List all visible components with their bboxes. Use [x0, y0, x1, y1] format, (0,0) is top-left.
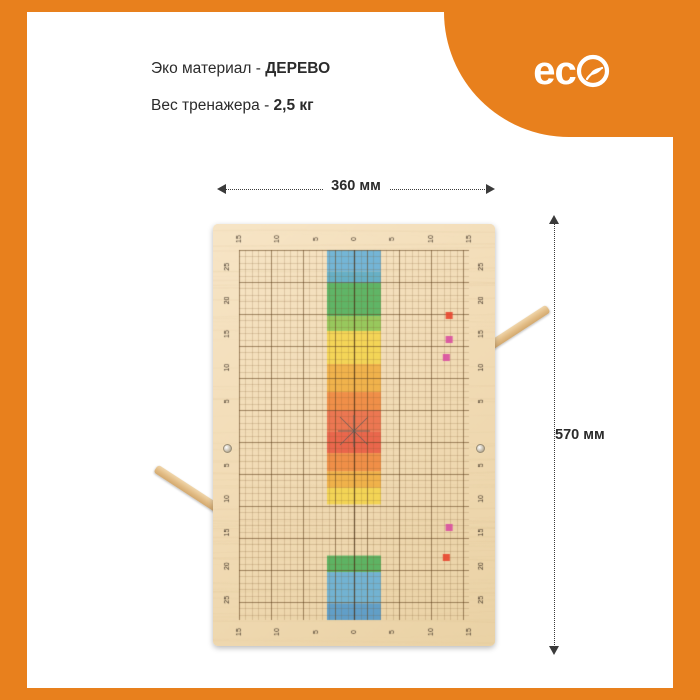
info-material-value: ДЕРЕВО: [265, 60, 330, 77]
dimension-height-label: 570 мм: [555, 421, 605, 449]
frame-border-left: [0, 0, 27, 700]
info-line-weight: Вес тренажера - 2,5 кг: [151, 97, 451, 115]
board-surface: [213, 224, 495, 646]
arrow-right-icon: [486, 184, 495, 194]
white-content-card: ec Эко материал - ДЕРЕВО Вес тренажера -…: [27, 12, 673, 688]
eco-logo: ec: [533, 51, 610, 91]
info-line-material: Эко материал - ДЕРЕВО: [151, 60, 451, 78]
eco-brand-badge: ec: [444, 12, 673, 137]
info-weight-label: Вес тренажера -: [151, 97, 274, 114]
dimension-height: 570 мм: [543, 215, 567, 655]
leaf-icon: [576, 54, 610, 88]
info-weight-value: 2,5 кг: [274, 97, 314, 114]
frame-border-top: [0, 0, 700, 12]
frame-border-right: [673, 0, 700, 700]
wooden-training-board: [213, 224, 495, 646]
dimension-width: 360 мм: [217, 178, 495, 202]
arrow-down-icon: [549, 646, 559, 655]
screw-right-icon: [476, 444, 485, 453]
screw-left-icon: [223, 444, 232, 453]
dimension-width-label: 360 мм: [323, 178, 389, 194]
frame-border-bottom: [0, 688, 700, 700]
eco-logo-text: ec: [533, 51, 576, 91]
info-material-label: Эко материал -: [151, 60, 265, 77]
product-image: [203, 218, 503, 652]
board-grid-canvas: [213, 224, 495, 646]
product-infographic-page: ec Эко материал - ДЕРЕВО Вес тренажера -…: [0, 0, 700, 700]
product-info-block: Эко материал - ДЕРЕВО Вес тренажера - 2,…: [151, 60, 451, 134]
arrow-left-icon: [217, 184, 226, 194]
arrow-up-icon: [549, 215, 559, 224]
